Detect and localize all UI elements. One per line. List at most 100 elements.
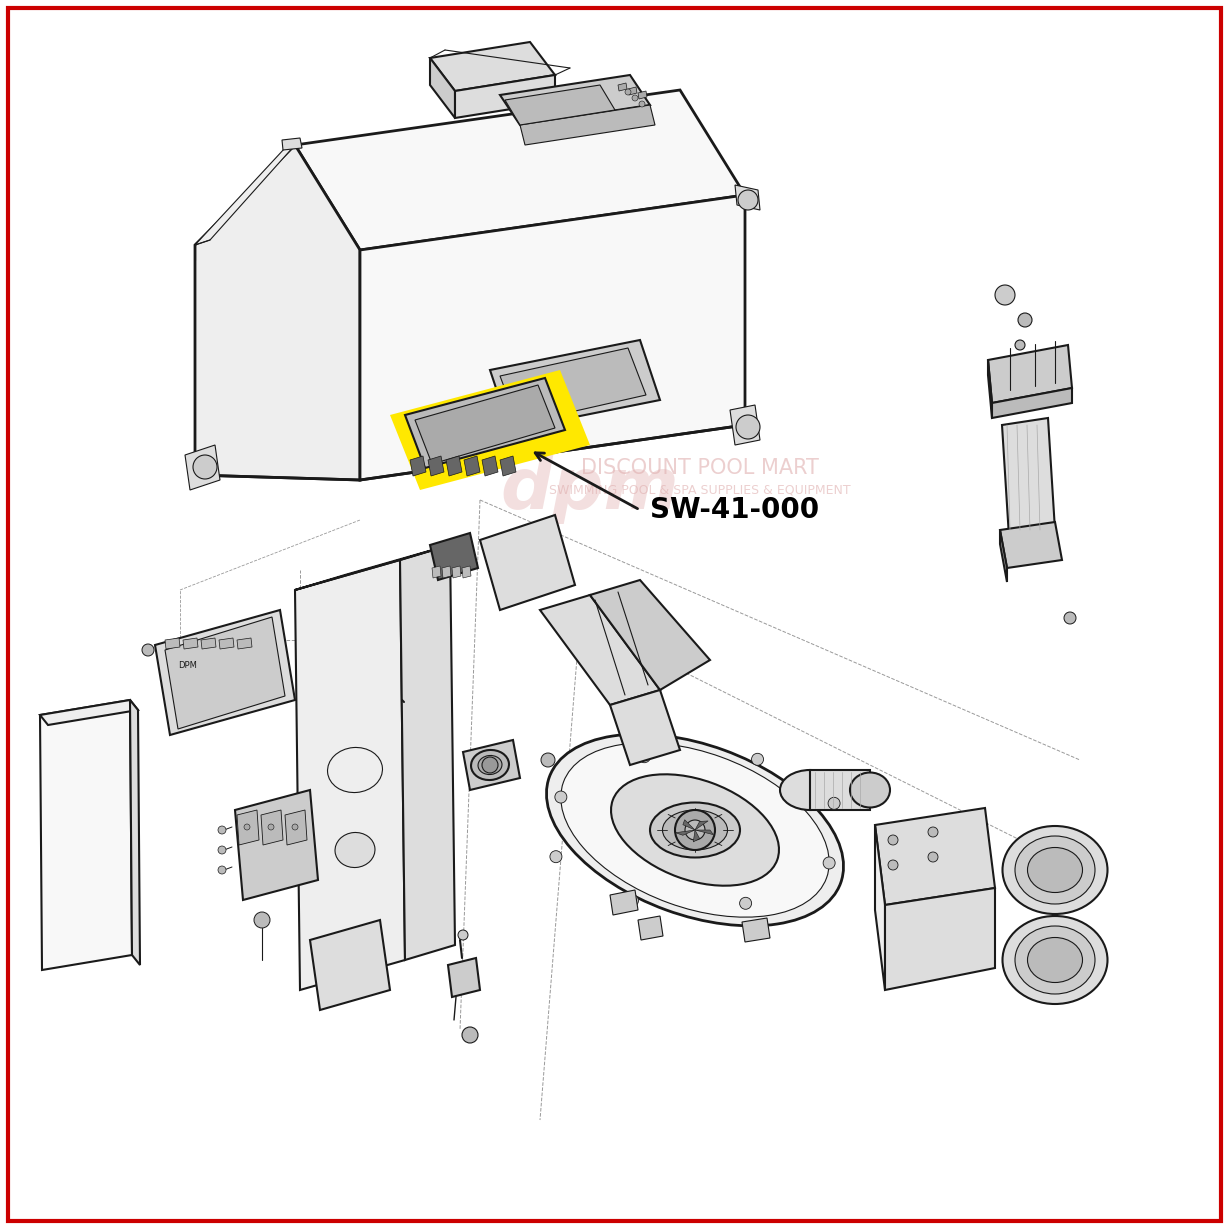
Polygon shape xyxy=(638,916,662,940)
Text: DISCOUNT POOL MART: DISCOUNT POOL MART xyxy=(581,458,819,478)
Ellipse shape xyxy=(471,750,509,780)
Polygon shape xyxy=(638,91,646,100)
Ellipse shape xyxy=(560,742,830,917)
Circle shape xyxy=(293,823,297,830)
Ellipse shape xyxy=(850,773,890,807)
Polygon shape xyxy=(463,740,520,790)
Polygon shape xyxy=(676,830,696,836)
Polygon shape xyxy=(433,567,441,578)
Polygon shape xyxy=(742,918,771,941)
Circle shape xyxy=(638,751,650,763)
Circle shape xyxy=(245,823,249,830)
Polygon shape xyxy=(730,406,760,445)
Polygon shape xyxy=(415,385,556,465)
Polygon shape xyxy=(295,544,450,590)
Text: DPM: DPM xyxy=(178,661,197,670)
Circle shape xyxy=(1015,340,1025,350)
Polygon shape xyxy=(165,617,285,729)
Ellipse shape xyxy=(478,756,501,774)
Polygon shape xyxy=(500,456,516,476)
Circle shape xyxy=(639,101,645,107)
Polygon shape xyxy=(449,957,481,997)
Ellipse shape xyxy=(1015,925,1095,994)
Polygon shape xyxy=(482,456,498,476)
Polygon shape xyxy=(310,921,390,1010)
Polygon shape xyxy=(186,445,220,490)
Polygon shape xyxy=(406,379,565,468)
Polygon shape xyxy=(41,701,138,725)
Polygon shape xyxy=(428,456,444,476)
Polygon shape xyxy=(628,87,637,95)
Text: dpm: dpm xyxy=(500,456,680,525)
Polygon shape xyxy=(490,340,660,430)
Ellipse shape xyxy=(1015,836,1095,905)
Polygon shape xyxy=(500,348,646,424)
Text: SW-41-000: SW-41-000 xyxy=(650,497,819,524)
Ellipse shape xyxy=(1003,916,1107,1004)
Polygon shape xyxy=(992,388,1072,418)
Polygon shape xyxy=(1000,530,1007,583)
Circle shape xyxy=(193,455,218,479)
Polygon shape xyxy=(452,567,461,578)
Circle shape xyxy=(254,912,270,928)
Polygon shape xyxy=(481,515,575,610)
Polygon shape xyxy=(465,456,481,476)
Circle shape xyxy=(268,823,274,830)
Text: SWIMMING POOL & SPA SUPPLIES & EQUIPMENT: SWIMMING POOL & SPA SUPPLIES & EQUIPMENT xyxy=(549,483,850,497)
Polygon shape xyxy=(1000,522,1062,568)
Polygon shape xyxy=(693,830,699,842)
Polygon shape xyxy=(696,821,708,830)
Circle shape xyxy=(627,895,638,907)
Polygon shape xyxy=(988,345,1072,403)
Circle shape xyxy=(632,95,638,101)
Polygon shape xyxy=(430,42,556,91)
Polygon shape xyxy=(195,460,210,481)
Polygon shape xyxy=(683,820,696,830)
Circle shape xyxy=(889,834,898,846)
Circle shape xyxy=(549,850,562,863)
Circle shape xyxy=(823,857,836,869)
Circle shape xyxy=(685,820,705,839)
Ellipse shape xyxy=(1027,938,1083,982)
Polygon shape xyxy=(462,567,471,578)
Circle shape xyxy=(143,644,154,656)
Polygon shape xyxy=(130,701,140,965)
Polygon shape xyxy=(590,580,710,689)
Polygon shape xyxy=(281,138,302,150)
Polygon shape xyxy=(261,810,283,846)
Circle shape xyxy=(458,930,468,940)
Polygon shape xyxy=(165,638,179,649)
Polygon shape xyxy=(237,810,259,846)
Polygon shape xyxy=(219,638,234,649)
Circle shape xyxy=(541,753,556,767)
Circle shape xyxy=(218,846,226,854)
Polygon shape xyxy=(505,85,614,125)
Circle shape xyxy=(482,757,498,773)
Polygon shape xyxy=(520,104,655,145)
Polygon shape xyxy=(430,533,478,580)
Circle shape xyxy=(995,285,1015,305)
Ellipse shape xyxy=(611,774,779,886)
Polygon shape xyxy=(285,810,307,846)
Polygon shape xyxy=(988,360,992,418)
Ellipse shape xyxy=(336,832,375,868)
Polygon shape xyxy=(446,456,462,476)
Polygon shape xyxy=(390,370,590,490)
Polygon shape xyxy=(610,890,638,916)
Polygon shape xyxy=(235,790,318,900)
Polygon shape xyxy=(430,58,455,118)
Polygon shape xyxy=(810,771,870,810)
Circle shape xyxy=(752,753,763,766)
Polygon shape xyxy=(618,84,627,91)
Ellipse shape xyxy=(780,771,839,810)
Polygon shape xyxy=(610,689,680,764)
Circle shape xyxy=(1018,313,1032,327)
Ellipse shape xyxy=(1003,826,1107,914)
Circle shape xyxy=(736,415,760,439)
Polygon shape xyxy=(360,195,745,481)
Ellipse shape xyxy=(662,810,728,850)
Polygon shape xyxy=(885,889,995,991)
Circle shape xyxy=(889,860,898,870)
Polygon shape xyxy=(295,560,406,991)
Circle shape xyxy=(928,827,938,837)
